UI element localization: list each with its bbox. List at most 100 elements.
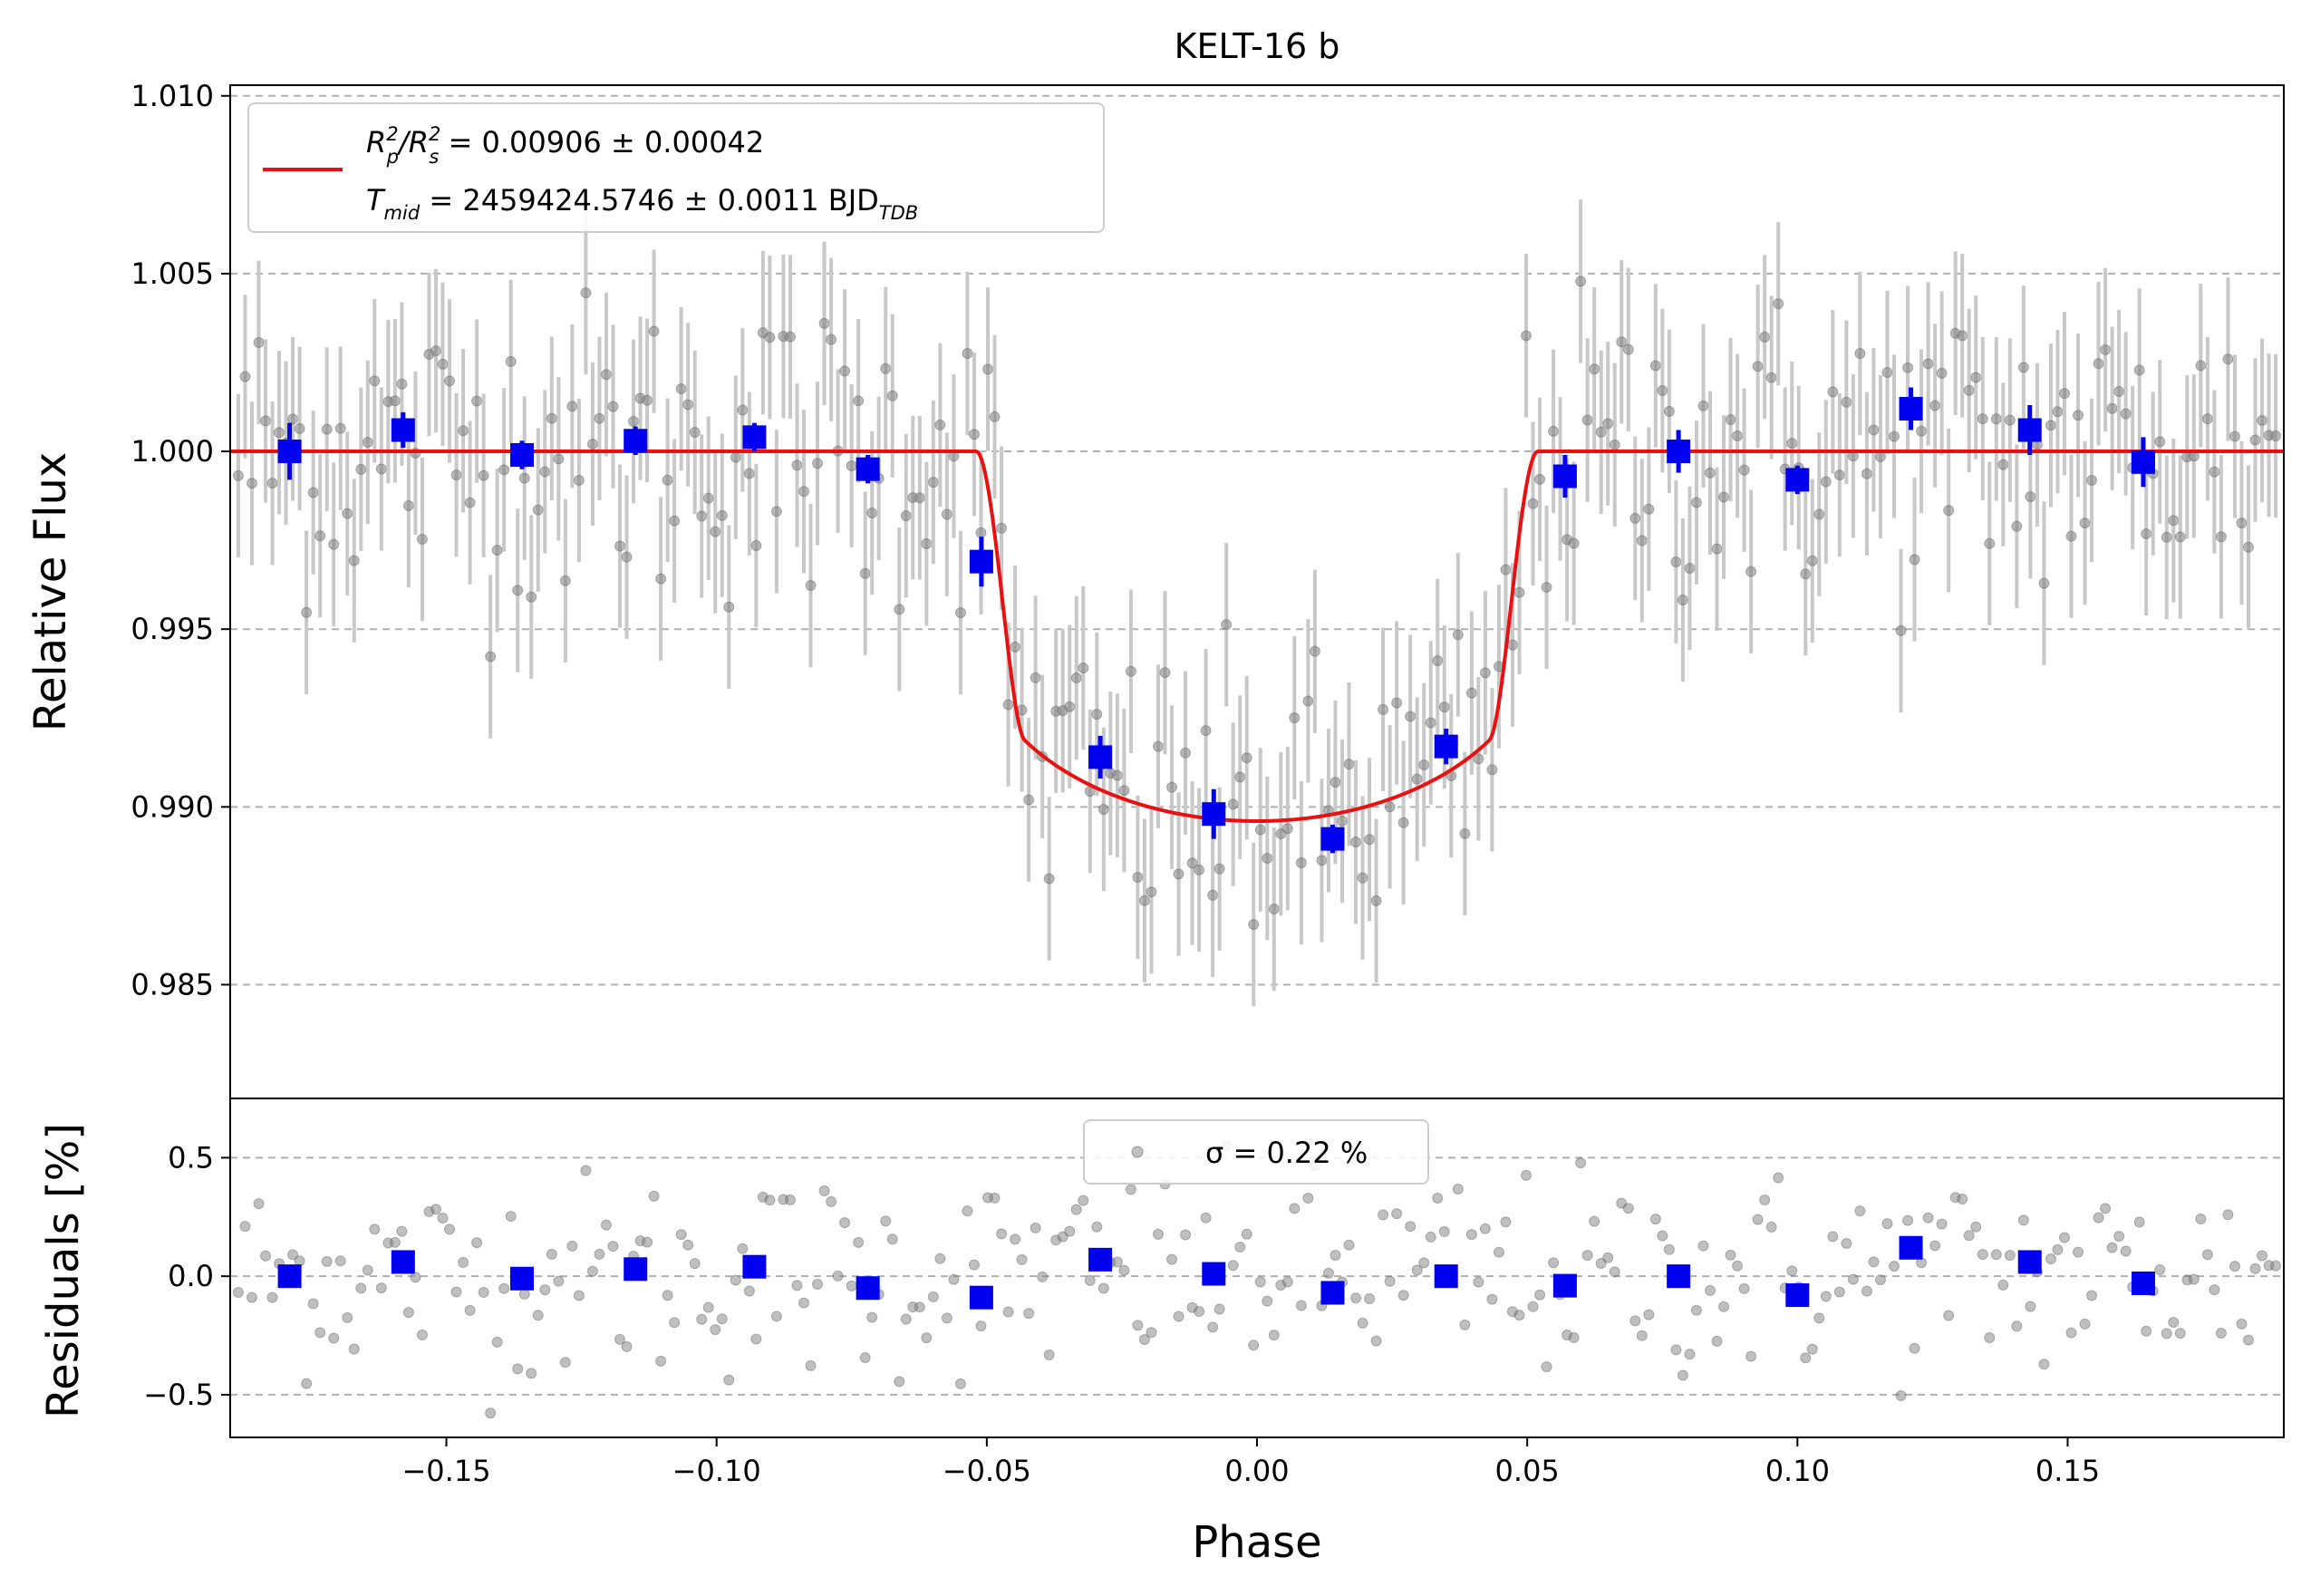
binned-residual-point [1320,1281,1345,1305]
binned-residual-point [969,1285,993,1310]
raw-residual-point [1643,1309,1655,1320]
raw-flux-point [1984,537,1996,549]
raw-residual-point [818,1185,830,1197]
raw-flux-point [989,411,1001,422]
raw-residual-point [369,1224,381,1235]
raw-flux-point [1486,764,1498,776]
raw-flux-point [2086,475,2098,487]
raw-flux-point [1091,709,1103,721]
raw-flux-point [682,399,694,411]
raw-flux-point [416,534,428,546]
raw-flux-point [1241,752,1252,764]
raw-flux-point [553,453,565,465]
raw-flux-point [968,429,980,440]
raw-flux-point [594,412,605,424]
raw-residual-point [1609,1266,1620,1278]
raw-residual-point [450,1286,462,1298]
raw-residual-point [784,1194,796,1205]
raw-residual-point [1289,1203,1301,1214]
raw-flux-point [1425,717,1436,729]
raw-flux-point [369,375,381,387]
raw-residual-point [826,1195,837,1207]
raw-residual-point [2017,1214,2029,1226]
raw-flux-point [642,394,653,406]
raw-flux-point [1589,363,1600,375]
raw-flux-point [559,575,571,586]
raw-residual-point [1725,1249,1736,1261]
raw-residual-point [266,1291,278,1303]
phase-x-ticks: −0.15 −0.10 −0.05 0.00 0.05 0.10 0.15 [401,1437,2100,1488]
raw-residual-point [1002,1306,1014,1318]
raw-flux-point [621,551,633,563]
raw-flux-point [1043,873,1055,885]
raw-residual-point [1990,1249,2002,1261]
raw-flux-point [512,585,524,596]
raw-flux-point [2229,430,2240,442]
raw-residual-point [1847,1273,1859,1285]
residuals-legend-text: σ = 0.22 % [1205,1136,1368,1170]
raw-residual-point [1629,1315,1641,1327]
raw-residual-point [866,1311,878,1323]
raw-flux-point [1234,771,1246,783]
binned-flux-point [1667,440,1691,464]
raw-residual-point [914,1301,925,1313]
raw-residual-point [2120,1245,2132,1257]
raw-residual-point [301,1378,313,1389]
raw-residual-point [1493,1246,1504,1258]
raw-flux-point [1581,414,1593,426]
raw-flux-point [478,469,489,481]
raw-residual-point [989,1192,1001,1204]
raw-flux-point [1186,857,1198,869]
raw-residual-point [1432,1192,1444,1204]
raw-flux-point [607,401,619,412]
raw-flux-point [669,515,681,527]
raw-residual-point [1118,1264,1130,1276]
raw-flux-point [1548,425,1560,437]
raw-flux-point [962,348,973,360]
raw-residual-point [1043,1349,1055,1360]
raw-residual-point [532,1310,544,1321]
raw-residual-point [642,1236,653,1248]
raw-residual-point [2201,1249,2213,1261]
raw-residual-point [342,1311,353,1323]
raw-residual-point [1473,1276,1484,1288]
raw-flux-point [1268,904,1280,915]
raw-flux-point [1030,672,1041,683]
raw-flux-point [314,530,326,542]
raw-residual-point [764,1195,776,1206]
raw-flux-point [444,375,456,387]
raw-residual-point [1173,1311,1185,1322]
raw-residual-point [566,1240,578,1252]
raw-flux-point [2120,408,2132,420]
binned-flux-point [391,418,415,442]
raw-residual-point [1111,1256,1123,1268]
raw-residual-point [1010,1233,1021,1245]
residuals-legend-marker [1131,1146,1144,1158]
raw-flux-point [1765,372,1777,383]
raw-residual-point [2236,1318,2248,1330]
raw-flux-point [464,497,476,508]
raw-residual-point [1241,1228,1252,1240]
raw-flux-point [573,474,585,486]
raw-flux-point [716,509,728,521]
raw-flux-point [586,438,598,450]
raw-flux-point [886,390,898,401]
binned-residual-point [2131,1272,2155,1295]
raw-residual-point [1391,1208,1403,1220]
raw-flux-point [1745,566,1757,577]
raw-flux-point [1500,564,1512,576]
raw-flux-point [2209,466,2220,478]
raw-residual-point [1207,1321,1219,1333]
raw-flux-point [1254,824,1266,836]
residuals-y-axis-label: Residuals [%] [38,1123,89,1418]
raw-residual-point [750,1333,762,1345]
raw-flux-point [2133,364,2145,376]
raw-residual-point [975,1320,987,1332]
raw-flux-point [1391,697,1403,709]
raw-residual-point [921,1332,933,1344]
raw-residual-point [770,1311,782,1322]
raw-residual-point [1670,1344,1682,1356]
phase-x-tick-label: 0.00 [1224,1454,1289,1488]
raw-flux-point [2011,520,2023,532]
raw-flux-point [355,463,367,475]
